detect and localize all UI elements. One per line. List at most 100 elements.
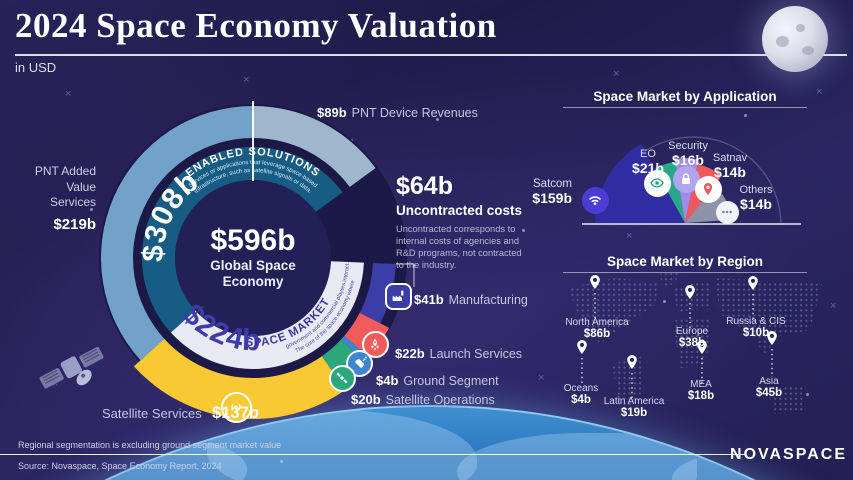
star-decoration — [806, 393, 809, 396]
pnt-added-value-label-1: PNT Added Value — [34, 164, 96, 194]
europe-label: Europe — [675, 326, 709, 337]
star-decoration — [663, 300, 666, 303]
satcom-callout: Satcom $159b — [502, 178, 572, 206]
latin-america-callout: Latin America $19b — [604, 396, 665, 419]
satellite-operations-icon — [328, 364, 356, 392]
world-map — [568, 272, 822, 414]
north-america-value: $86b — [583, 328, 611, 340]
mea-callout: MEA $18b — [688, 379, 714, 402]
donut-center-disc — [175, 180, 331, 336]
satellite-illustration — [39, 346, 104, 389]
star-decoration — [744, 114, 747, 117]
security-label: Security — [668, 140, 708, 152]
footnote: Regional segmentation is excluding groun… — [18, 440, 282, 450]
donut-segment-pnt-added-value-services — [100, 106, 253, 361]
satellite-operations-callout: $20b Satellite Operations — [351, 391, 495, 409]
uncontracted-costs-callout: $64b Uncontracted costs Uncontracted cor… — [396, 172, 528, 271]
ground-segment-value: $4b — [376, 373, 399, 388]
footer-divider — [0, 454, 745, 455]
sparkle-decoration: × — [613, 68, 620, 80]
satellite-services-label: Satellite Services — [102, 406, 202, 421]
moon-illustration — [762, 6, 828, 72]
location-pin-icon — [694, 175, 722, 203]
sparkle-decoration: × — [538, 372, 545, 384]
star-decoration — [90, 208, 93, 211]
mea-value: $18b — [687, 390, 715, 402]
sparkle-decoration: × — [816, 86, 823, 98]
asia-callout: Asia $45b — [756, 376, 782, 399]
oceans-value: $4b — [571, 394, 591, 406]
uncontracted-costs-value: $64b — [396, 172, 453, 200]
pnt-device-revenues-callout: $89b PNT Device Revenues — [317, 104, 478, 122]
sparkle-decoration: × — [626, 230, 633, 242]
inner-segment-uncontracted — [315, 192, 364, 263]
ground-segment-label: Ground Segment — [403, 374, 499, 388]
oceans-callout: Oceans $4b — [564, 383, 598, 406]
eo-value: $21b — [632, 160, 664, 176]
asia-label: Asia — [759, 376, 779, 387]
eye-icon — [643, 169, 671, 197]
security-value: $16b — [672, 152, 704, 168]
north-america-label: North America — [565, 317, 629, 328]
novaspace-logo: NOVASPACE — [730, 446, 847, 463]
star-decoration — [436, 118, 439, 121]
inner-segment-space-market — [170, 261, 364, 369]
star-decoration — [522, 229, 525, 232]
donut-center: $596b Global Space Economy — [168, 224, 338, 290]
satellite-operations-value: $20b — [351, 392, 381, 407]
global-space-economy-label-2: Economy — [222, 274, 284, 290]
oceans-label: Oceans — [563, 383, 599, 394]
application-panel-divider — [563, 107, 807, 108]
manufacturing-leader-line — [396, 263, 415, 287]
pnt-added-value-callout: PNT Added Value Services $219b — [6, 164, 96, 234]
wifi-icon — [581, 186, 609, 214]
source-text: Source: Novaspace, Space Economy Report,… — [18, 461, 222, 471]
satnav-callout: Satnav $14b — [713, 152, 747, 180]
launch-services-label: Launch Services — [429, 347, 523, 361]
latin-america-value: $19b — [620, 407, 648, 419]
satellite-operations-label: Satellite Operations — [385, 393, 495, 407]
donut-segment-satellite-services — [133, 338, 346, 419]
russia-cis-value: $10b — [742, 327, 770, 339]
latin-america-label: Latin America — [603, 396, 665, 407]
page-title: 2024 Space Economy Valuation — [15, 6, 497, 45]
region-panel-title: Space Market by Region — [606, 254, 764, 269]
pnt-device-revenues-label: PNT Device Revenues — [351, 106, 478, 120]
others-label: Others — [739, 184, 773, 196]
sparkle-decoration: × — [65, 88, 72, 100]
sparkle-decoration: × — [243, 74, 250, 86]
ellipsis-icon — [715, 200, 739, 224]
manufacturing-icon — [384, 282, 412, 310]
pnt-device-revenues-value: $89b — [317, 105, 347, 120]
inner-segment-enabled-solutions — [141, 146, 343, 333]
donut-segment-uncontracted-costs — [349, 168, 405, 265]
satnav-value: $14b — [714, 164, 746, 180]
satcom-value: $159b — [532, 190, 572, 206]
satcom-label: Satcom — [533, 178, 572, 190]
pnt-added-value-value: $219b — [53, 215, 96, 233]
satellite-services-callout: Satellite Services $137b — [102, 404, 259, 423]
launch-services-icon — [361, 331, 389, 359]
others-callout: Others $14b — [739, 184, 772, 212]
ground-segment-callout: $4b Ground Segment — [376, 372, 499, 390]
page-subtitle: in USD — [15, 60, 57, 75]
launch-services-callout: $22b Launch Services — [395, 345, 522, 363]
region-panel-divider — [563, 272, 807, 273]
donut-segment-pnt-device-revenues — [253, 106, 376, 188]
application-panel-title: Space Market by Application — [593, 89, 777, 104]
global-space-economy-value: $596b — [210, 224, 296, 257]
others-value: $14b — [740, 196, 772, 212]
europe-callout: Europe $38b — [676, 326, 708, 349]
sparkle-decoration: × — [830, 300, 837, 312]
security-callout: Security $16b — [668, 140, 708, 168]
mea-label: MEA — [690, 379, 712, 390]
donut-segment-manufacturing — [359, 263, 396, 324]
star-decoration — [280, 460, 283, 463]
space-economy-donut-chart: ENABLED SOLUTIONS Services or applicatio… — [99, 101, 415, 419]
uncontracted-costs-label: Uncontracted costs — [396, 203, 523, 218]
launch-services-value: $22b — [395, 346, 425, 361]
manufacturing-callout: $41b Manufacturing — [414, 291, 528, 309]
sparkle-decoration: × — [52, 378, 59, 390]
eo-label: EO — [640, 148, 656, 160]
